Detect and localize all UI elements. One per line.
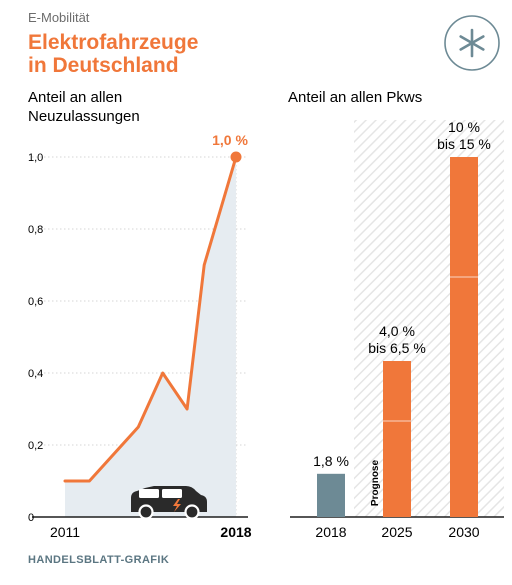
x-tick-label: 2025 xyxy=(381,524,412,540)
bar-label-line2: bis 6,5 % xyxy=(368,340,426,356)
end-point xyxy=(230,151,242,163)
left-x-ticks: 2011 2018 xyxy=(50,524,252,540)
x-tick-label: 2018 xyxy=(315,524,346,540)
bar-label-line1: 10 % xyxy=(448,119,480,135)
bar-2025 xyxy=(383,361,411,517)
x-tick-label: 2030 xyxy=(448,524,479,540)
left-chart-title-line1: Anteil an allen xyxy=(28,89,122,106)
series-points xyxy=(230,151,242,163)
bar-label-line1: 4,0 % xyxy=(379,323,415,339)
source-credit: HANDELSBLATT-GRAFIK xyxy=(28,554,169,566)
area-fill xyxy=(65,157,236,517)
left-y-ticks: 0 0,2 0,4 0,6 0,8 1,0 xyxy=(28,152,43,524)
bar-2030 xyxy=(450,157,478,517)
y-tick-label: 1,0 xyxy=(28,152,43,164)
right-chart: 1,8 % 2018 bis 6,5 %4,0 % 2025 bis 15 %10 % 2… xyxy=(290,119,504,540)
right-bars: 1,8 % 2018 bis 6,5 %4,0 % 2025 bis 15 %10 % 2… xyxy=(313,119,491,540)
left-chart-title-line2: Neuzulassungen xyxy=(28,108,140,125)
title-line2: in Deutschland xyxy=(28,54,179,77)
y-tick-label: 0 xyxy=(28,512,34,524)
bar-2018 xyxy=(317,473,345,517)
x-tick-label: 2011 xyxy=(50,524,80,540)
y-tick-label: 0,6 xyxy=(28,296,43,308)
series-line xyxy=(63,155,238,483)
asterisk-icon xyxy=(444,15,500,71)
y-tick-label: 0,4 xyxy=(28,368,43,380)
bar-label-line2: bis 15 % xyxy=(437,136,491,152)
electric-car-icon xyxy=(131,486,207,520)
x-tick-label: 2018 xyxy=(220,524,251,540)
end-value-label: 1,0 % xyxy=(212,132,248,148)
y-tick-label: 0,2 xyxy=(28,440,43,452)
prognosis-label: Prognose xyxy=(370,460,381,507)
y-tick-label: 0,8 xyxy=(28,224,43,236)
right-chart-title: Anteil an allen Pkws xyxy=(288,89,422,106)
prognosis-hatch-area xyxy=(354,120,504,517)
kicker: E-Mobilität xyxy=(28,10,90,25)
bar-label: 1,8 % xyxy=(313,453,349,469)
left-chart: 0 0,2 0,4 0,6 0,8 1,0 2011 2018 1,0 % xyxy=(28,132,252,540)
title-line1: Elektrofahrzeuge xyxy=(28,31,198,54)
